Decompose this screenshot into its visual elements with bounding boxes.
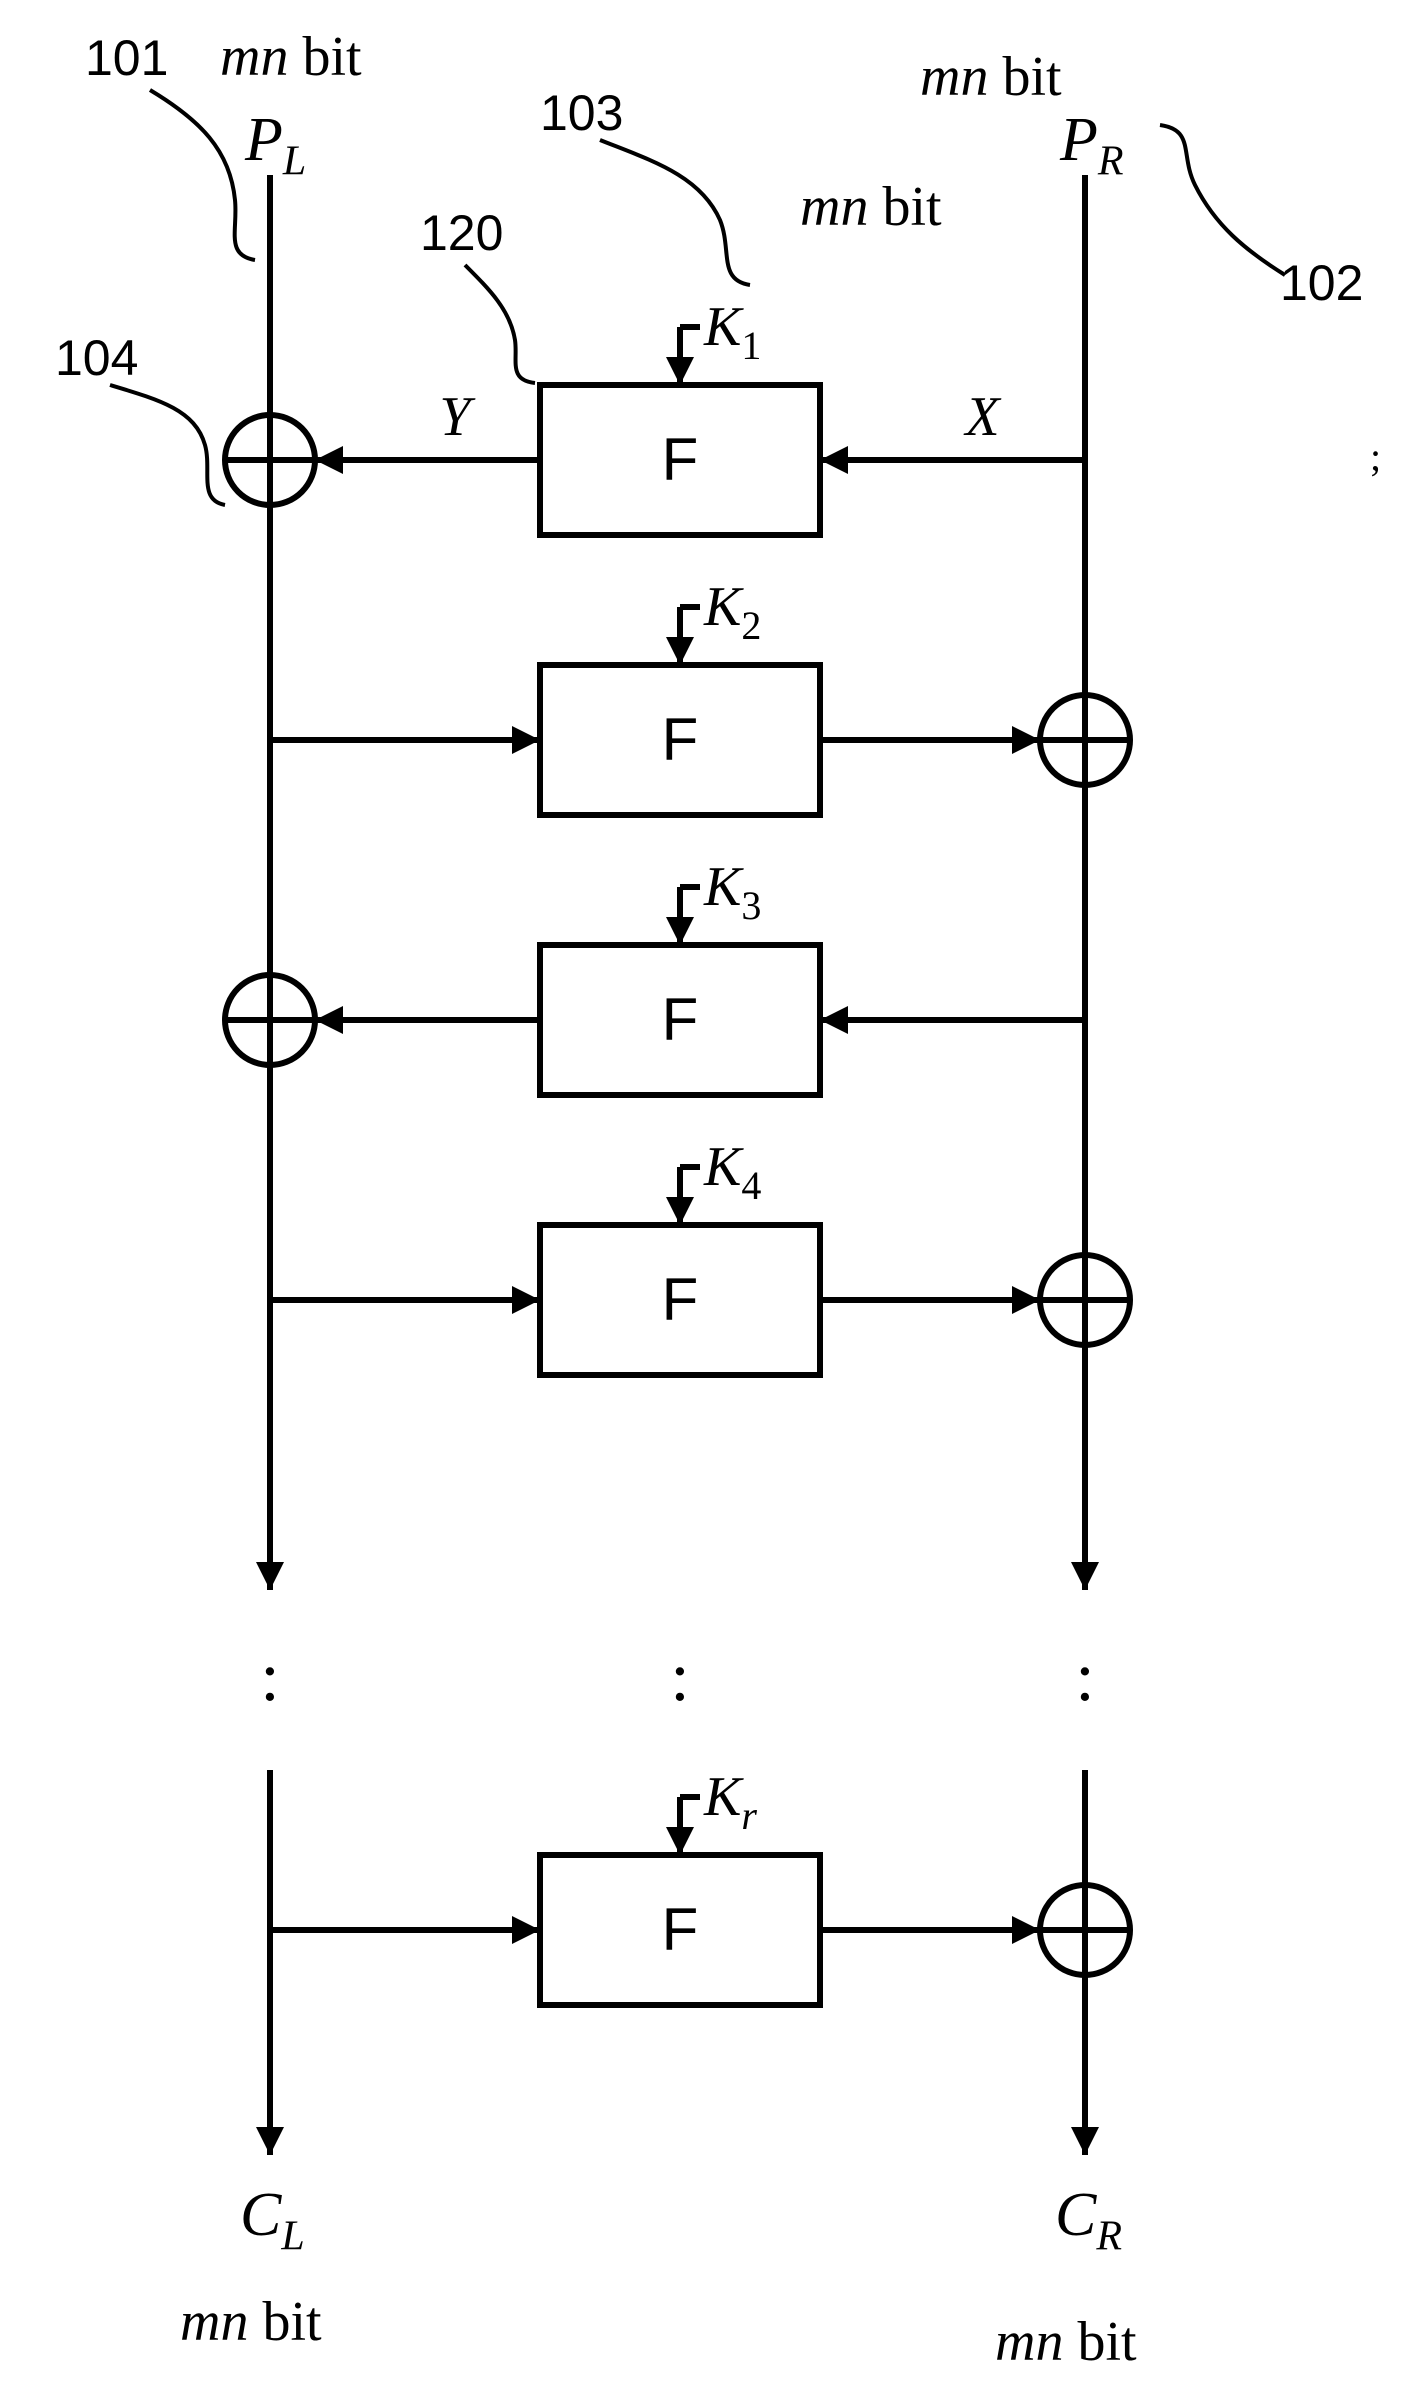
key-label: K3 (703, 856, 761, 928)
mn-bit-label: mn bit (180, 2291, 322, 2353)
f-label: F (662, 1896, 699, 1963)
mn-bit-label: mn bit (800, 176, 942, 238)
key-label: K4 (703, 1136, 761, 1208)
label-CL: CL (240, 2181, 305, 2260)
label-Y: Y (439, 386, 476, 448)
ref-103: 103 (540, 85, 623, 141)
key-label: K1 (703, 296, 761, 368)
mn-bit-label: mn bit (920, 46, 1062, 108)
label-PL: PL (244, 106, 306, 185)
callout-squiggle (110, 385, 225, 505)
ref-120: 120 (420, 205, 503, 261)
callout-squiggle (1160, 125, 1285, 275)
callout-squiggle (150, 90, 255, 260)
label-PR: PR (1059, 106, 1124, 185)
f-label: F (662, 706, 699, 773)
key-label: K2 (703, 576, 761, 648)
scan-artifact: ; (1370, 434, 1381, 479)
ellipsis-left: : (260, 1639, 279, 1716)
callout-squiggle (600, 140, 750, 285)
ellipsis-right: : (1075, 1639, 1094, 1716)
ellipsis-mid: : (670, 1639, 689, 1716)
callout-squiggle (465, 265, 535, 383)
f-label: F (662, 986, 699, 1053)
label-X: X (963, 386, 1002, 448)
f-label: F (662, 1266, 699, 1333)
key-label: Kr (703, 1766, 757, 1838)
mn-bit-label: mn bit (220, 26, 362, 88)
ref-102: 102 (1280, 255, 1363, 311)
ref-104: 104 (55, 330, 138, 386)
ref-101: 101 (85, 30, 168, 86)
f-label: F (662, 426, 699, 493)
mn-bit-label: mn bit (995, 2311, 1137, 2373)
label-CR: CR (1055, 2181, 1122, 2260)
